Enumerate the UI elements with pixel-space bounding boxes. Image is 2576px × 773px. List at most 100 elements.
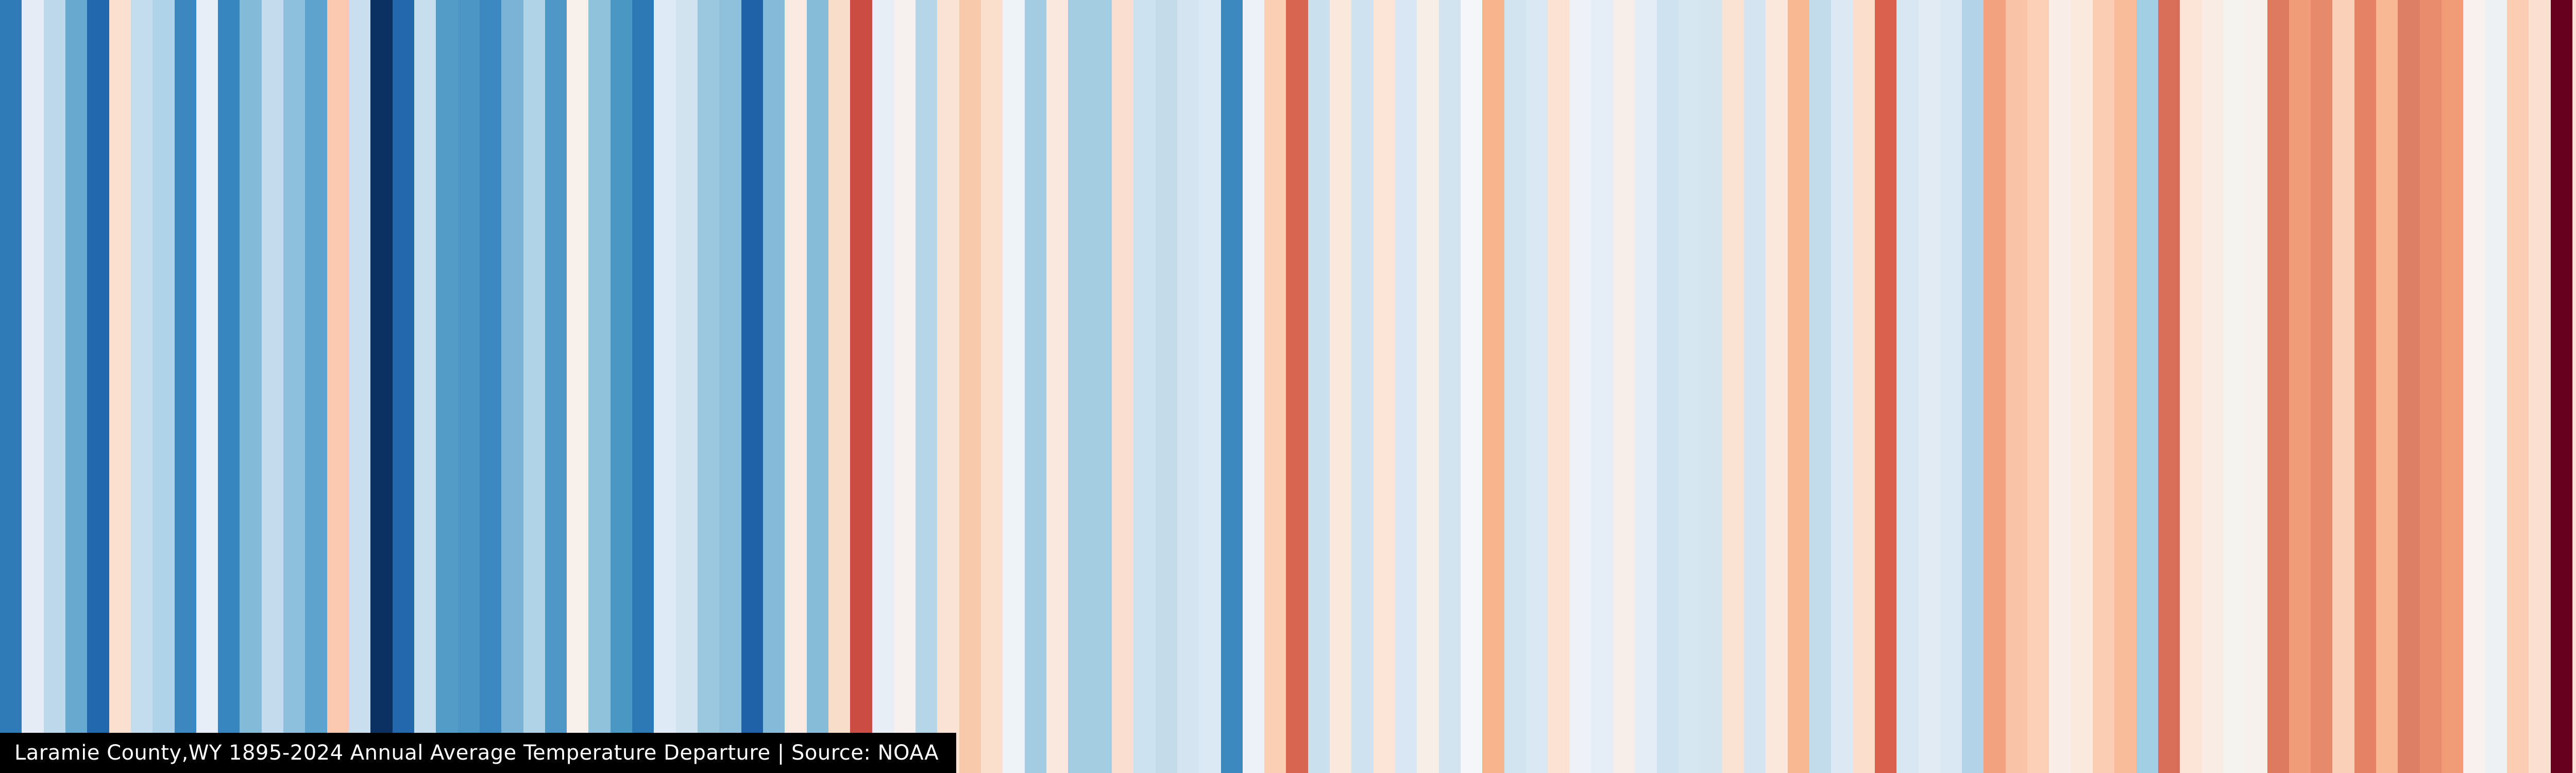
stripe-1996 — [2201, 0, 2224, 773]
stripe-1978 — [1809, 0, 1832, 773]
stripe-1925 — [654, 0, 676, 773]
stripe-1983 — [1918, 0, 1940, 773]
stripe-1898 — [65, 0, 88, 773]
stripe-1947 — [1133, 0, 1156, 773]
stripe-1984 — [1940, 0, 1962, 773]
stripe-1931 — [785, 0, 807, 773]
stripe-1896 — [22, 0, 44, 773]
stripe-1980 — [1853, 0, 1875, 773]
stripe-1933 — [828, 0, 851, 773]
stripe-1909 — [305, 0, 327, 773]
stripe-1923 — [610, 0, 633, 773]
stripe-1920 — [545, 0, 567, 773]
stripe-2008 — [2463, 0, 2485, 773]
stripe-2012 — [2550, 0, 2572, 773]
stripe-1964 — [1504, 0, 1526, 773]
stripe-1934 — [850, 0, 872, 773]
stripe-1976 — [1766, 0, 1788, 773]
stripe-2000 — [2289, 0, 2311, 773]
stripe-1970 — [1635, 0, 1657, 773]
stripe-1965 — [1526, 0, 1548, 773]
stripe-1958 — [1373, 0, 1395, 773]
stripe-2011 — [2529, 0, 2551, 773]
stripe-1985 — [1962, 0, 1984, 773]
stripe-1960 — [1417, 0, 1439, 773]
stripe-1966 — [1548, 0, 1570, 773]
stripe-1913 — [392, 0, 414, 773]
stripe-1937 — [916, 0, 938, 773]
stripe-1943 — [1046, 0, 1069, 773]
stripe-1902 — [152, 0, 175, 773]
stripe-1990 — [2071, 0, 2093, 773]
stripe-1986 — [1984, 0, 2006, 773]
stripe-1911 — [349, 0, 371, 773]
stripe-2009 — [2485, 0, 2507, 773]
stripe-1997 — [2223, 0, 2246, 773]
stripe-1900 — [109, 0, 131, 773]
stripe-1907 — [261, 0, 284, 773]
stripe-1929 — [741, 0, 763, 773]
stripe-1936 — [893, 0, 916, 773]
stripe-1949 — [1177, 0, 1199, 773]
stripe-1956 — [1330, 0, 1352, 773]
stripe-1910 — [327, 0, 349, 773]
stripe-1916 — [457, 0, 480, 773]
stripe-1979 — [1831, 0, 1853, 773]
stripe-1905 — [218, 0, 240, 773]
stripe-1935 — [872, 0, 894, 773]
stripe-1942 — [1024, 0, 1046, 773]
stripe-2006 — [2419, 0, 2442, 773]
stripe-1954 — [1286, 0, 1308, 773]
stripe-1938 — [937, 0, 959, 773]
stripe-1945 — [1090, 0, 1112, 773]
stripe-1968 — [1591, 0, 1614, 773]
stripe-1957 — [1351, 0, 1374, 773]
stripe-2005 — [2398, 0, 2420, 773]
stripe-1967 — [1569, 0, 1591, 773]
stripe-1927 — [698, 0, 720, 773]
stripe-1948 — [1155, 0, 1177, 773]
stripe-2004 — [2376, 0, 2398, 773]
stripe-1912 — [370, 0, 393, 773]
stripe-1961 — [1438, 0, 1461, 773]
stripe-1987 — [2005, 0, 2028, 773]
stripe-1906 — [240, 0, 262, 773]
stripe-1919 — [523, 0, 545, 773]
stripe-1969 — [1613, 0, 1635, 773]
stripe-1901 — [130, 0, 153, 773]
stripe-1953 — [1264, 0, 1286, 773]
stripe-2002 — [2332, 0, 2354, 773]
stripe-1959 — [1395, 0, 1417, 773]
stripe-1926 — [675, 0, 698, 773]
stripe-1971 — [1656, 0, 1679, 773]
stripe-1989 — [2049, 0, 2071, 773]
stripe-1975 — [1744, 0, 1766, 773]
stripe-1940 — [981, 0, 1003, 773]
stripe-1955 — [1308, 0, 1330, 773]
stripe-1903 — [174, 0, 196, 773]
stripe-1982 — [1896, 0, 1919, 773]
stripe-1921 — [567, 0, 589, 773]
stripe-1941 — [1003, 0, 1025, 773]
stripe-1950 — [1199, 0, 1221, 773]
stripe-1899 — [87, 0, 109, 773]
stripe-1991 — [2093, 0, 2115, 773]
stripe-1915 — [436, 0, 458, 773]
stripe-1904 — [196, 0, 218, 773]
stripe-1944 — [1068, 0, 1090, 773]
stripe-2013 — [2572, 0, 2576, 773]
stripe-1992 — [2114, 0, 2137, 773]
stripe-1962 — [1460, 0, 1483, 773]
stripe-1897 — [43, 0, 65, 773]
stripe-1993 — [2136, 0, 2158, 773]
stripe-1977 — [1787, 0, 1809, 773]
caption-bar: Laramie County,WY 1895-2024 Annual Avera… — [0, 733, 957, 773]
stripe-1972 — [1679, 0, 1701, 773]
stripe-1922 — [588, 0, 611, 773]
stripe-1928 — [719, 0, 741, 773]
stripe-1914 — [414, 0, 436, 773]
stripe-2007 — [2442, 0, 2464, 773]
stripe-1952 — [1242, 0, 1265, 773]
stripe-1963 — [1482, 0, 1504, 773]
